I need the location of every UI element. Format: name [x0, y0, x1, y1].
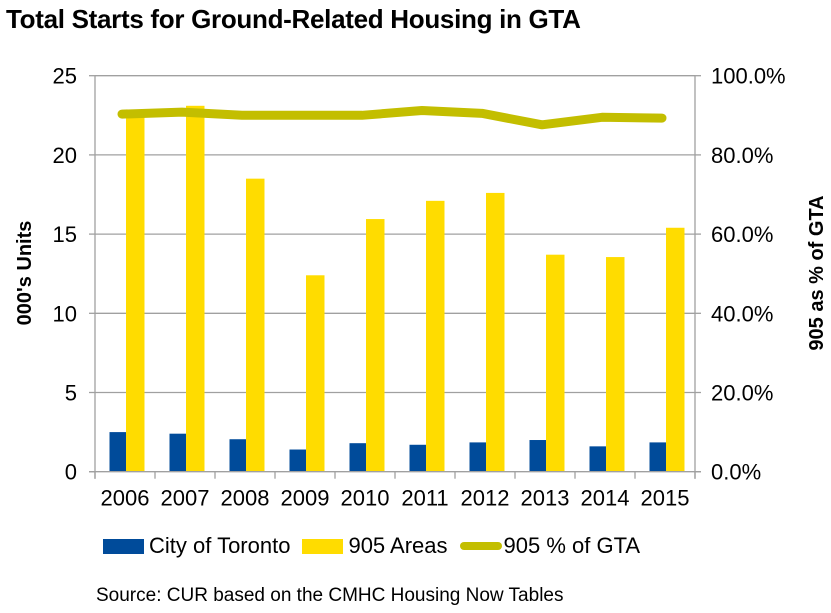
y-tick-label-right: 80.0%	[711, 143, 773, 168]
y-tick-label-right: 20.0%	[711, 381, 773, 406]
line-series	[117, 106, 667, 130]
bar-905-areas	[366, 219, 385, 472]
legend-label: City of Toronto	[149, 533, 291, 558]
y-tick-label-left: 10	[53, 301, 77, 326]
y-tick-label-left: 25	[53, 64, 77, 89]
x-tick-label: 2010	[341, 486, 390, 511]
y-tick-label-left: 20	[53, 143, 77, 168]
x-tick-label: 2014	[581, 486, 630, 511]
bar-city-of-toronto	[649, 442, 666, 472]
bars	[109, 105, 685, 472]
y-tick-label-right: 40.0%	[711, 301, 773, 326]
y-tick-label-left: 0	[65, 460, 77, 485]
x-tick-label: 2008	[221, 486, 270, 511]
legend-item-city-of-toronto: City of Toronto	[103, 533, 290, 559]
bar-city-of-toronto	[589, 446, 606, 472]
bar-905-areas	[426, 200, 445, 472]
bar-905-areas	[246, 178, 265, 472]
legend-item-905-areas: 905 Areas	[302, 533, 448, 559]
y-axis-title-right: 905 as % of GTA	[806, 195, 828, 350]
y-tick-label-right: 100.0%	[711, 64, 786, 89]
line-905-pct-of-gta	[117, 106, 667, 130]
bar-city-of-toronto	[229, 439, 246, 472]
bar-905-areas	[186, 105, 205, 472]
axes: 0 5 10 15 20 25 0.0% 20.0% 40.0% 60.0% 80.0% 100.0%…	[53, 64, 786, 511]
bar-905-areas	[126, 113, 145, 472]
chart-title: Total Starts for Ground-Related Housing …	[6, 4, 581, 34]
bar-905-areas	[486, 192, 505, 472]
legend: City of Toronto 905 Areas 905 % of GTA	[103, 533, 652, 559]
gridlines	[95, 75, 695, 394]
bar-905-areas	[306, 275, 325, 472]
bar-city-of-toronto	[169, 433, 186, 472]
legend-item-905-pct: 905 % of GTA	[459, 533, 641, 559]
bar-city-of-toronto	[409, 444, 426, 472]
x-tick-label: 2007	[161, 486, 210, 511]
legend-label: 905 Areas	[348, 533, 448, 558]
legend-swatch-905-pct	[459, 542, 502, 550]
bar-905-areas	[666, 227, 685, 472]
x-tick-label: 2011	[401, 486, 448, 511]
y-axis-title-left: 000's Units	[14, 221, 36, 326]
legend-swatch-905-areas	[302, 538, 344, 554]
legend-label: 905 % of GTA	[503, 533, 641, 558]
y-tick-label-left: 15	[53, 222, 77, 247]
bar-905-areas	[546, 254, 565, 472]
bar-city-of-toronto	[349, 443, 366, 472]
x-tick-label: 2009	[281, 486, 330, 511]
y-tick-label-right: 0.0%	[711, 460, 761, 485]
legend-swatch-city-of-toronto	[103, 538, 144, 554]
source-note: Source: CUR based on the CMHC Housing No…	[96, 585, 564, 606]
x-tick-label: 2012	[461, 486, 510, 511]
y-tick-label-left: 5	[65, 381, 77, 406]
bar-city-of-toronto	[289, 449, 306, 472]
y-tick-label-right: 60.0%	[711, 222, 773, 247]
bar-city-of-toronto	[469, 442, 486, 472]
bar-905-areas	[606, 257, 625, 472]
bar-city-of-toronto	[109, 432, 126, 472]
x-tick-label: 2015	[641, 486, 690, 511]
x-tick-label: 2013	[521, 486, 570, 511]
bar-city-of-toronto	[529, 440, 546, 472]
x-tick-label: 2006	[101, 486, 150, 511]
